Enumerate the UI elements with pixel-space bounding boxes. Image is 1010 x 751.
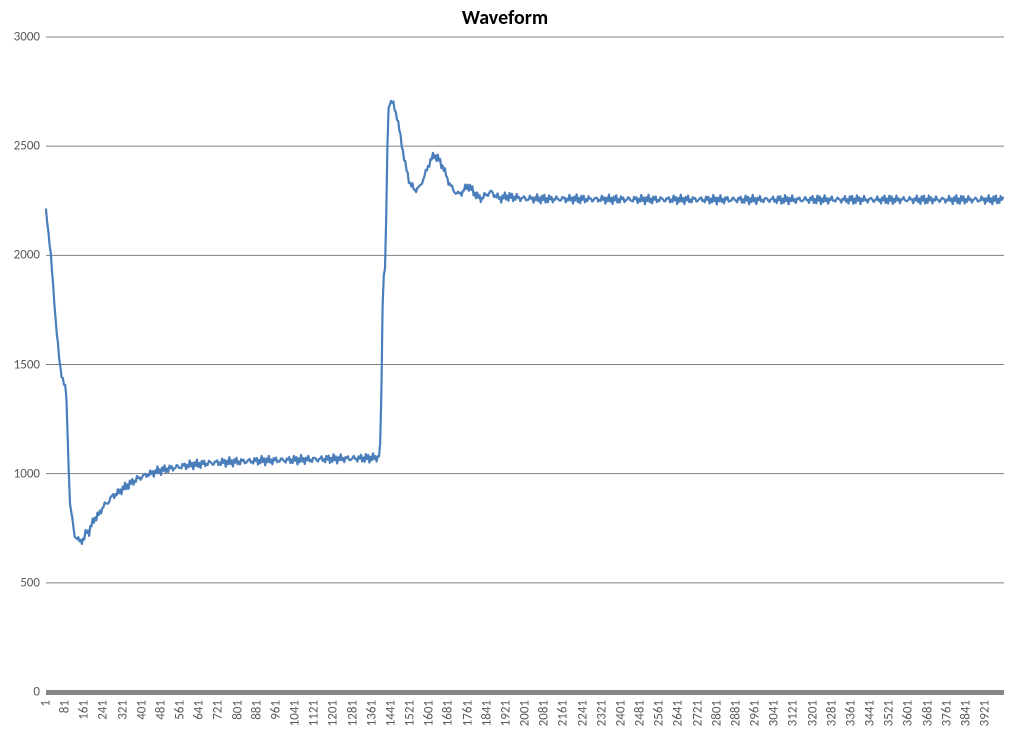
x-tick-label: 641 [192, 700, 207, 720]
x-tick-label: 2961 [748, 700, 763, 726]
y-tick-label: 500 [20, 575, 40, 590]
x-tick-label: 321 [115, 700, 130, 720]
x-tick-label: 2881 [728, 700, 743, 726]
x-tick-label: 1041 [288, 700, 303, 726]
x-tick-label: 721 [211, 700, 226, 720]
x-tick-label: 1121 [307, 700, 322, 726]
x-tick-label: 81 [58, 700, 73, 713]
y-tick-label: 1000 [14, 466, 40, 481]
x-tick-label: 2081 [537, 700, 552, 726]
x-tick-label: 481 [153, 700, 168, 720]
x-tick-label: 3521 [882, 700, 897, 726]
x-tick-label: 1681 [441, 700, 456, 726]
x-tick-label: 3601 [901, 700, 916, 726]
x-tick-label: 1841 [479, 700, 494, 726]
x-tick-label: 3361 [843, 700, 858, 726]
x-tick-label: 3281 [824, 700, 839, 726]
x-tick-label: 1921 [498, 700, 513, 726]
x-tick-label: 1601 [422, 700, 437, 726]
y-tick-label: 0 [33, 685, 40, 700]
x-tick-label: 1361 [364, 700, 379, 726]
y-tick-label: 2500 [14, 139, 40, 154]
x-tick-label: 1201 [326, 700, 341, 726]
x-tick-label: 1521 [403, 700, 418, 726]
x-tick-label: 3121 [786, 700, 801, 726]
x-tick-label: 2321 [594, 700, 609, 726]
y-tick-label: 3000 [14, 30, 40, 45]
x-tick-label: 3681 [920, 700, 935, 726]
x-tick-label: 2241 [575, 700, 590, 726]
x-tick-label: 3041 [767, 700, 782, 726]
y-tick-label: 2000 [14, 248, 40, 263]
x-tick-label: 3201 [805, 700, 820, 726]
x-tick-label: 1441 [383, 700, 398, 726]
x-tick-label: 2481 [633, 700, 648, 726]
x-tick-label: 1281 [345, 700, 360, 726]
x-tick-label: 2561 [652, 700, 667, 726]
x-tick-label: 2161 [556, 700, 571, 726]
x-tick-label: 161 [77, 700, 92, 720]
x-tick-label: 881 [249, 700, 264, 720]
x-tick-label: 2401 [613, 700, 628, 726]
x-tick-label: 3921 [978, 700, 993, 726]
y-tick-label: 1500 [14, 357, 40, 372]
x-tick-label: 961 [268, 700, 283, 720]
x-tick-label: 801 [230, 700, 245, 720]
x-tick-label: 401 [134, 700, 149, 720]
x-tick-label: 561 [173, 700, 188, 720]
x-tick-label: 1 [39, 700, 54, 707]
chart-container: Waveform 050010001500200025003000 181161… [0, 0, 1010, 751]
x-tick-label: 2001 [518, 700, 533, 726]
x-tick-label: 3761 [939, 700, 954, 726]
x-tick-label: 2721 [690, 700, 705, 726]
waveform-line [0, 0, 1010, 751]
x-tick-label: 2801 [709, 700, 724, 726]
x-tick-label: 241 [96, 700, 111, 720]
x-tick-label: 3441 [863, 700, 878, 726]
x-tick-label: 2641 [671, 700, 686, 726]
x-tick-label: 3841 [958, 700, 973, 726]
x-tick-label: 1761 [460, 700, 475, 726]
